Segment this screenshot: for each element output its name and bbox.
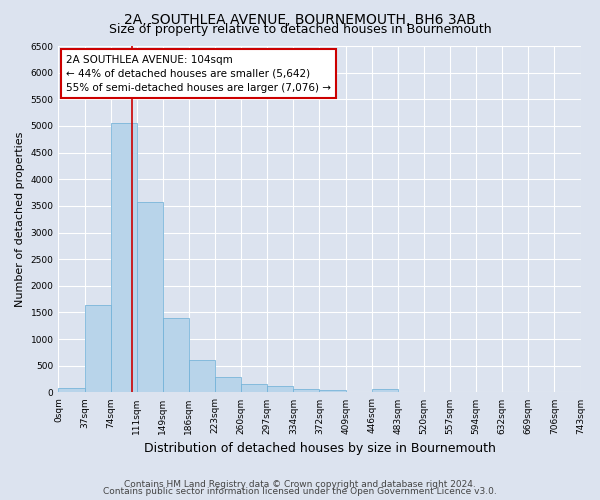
Bar [267,386,293,392]
Bar [58,388,85,392]
Bar [215,377,241,392]
Text: Contains HM Land Registry data © Crown copyright and database right 2024.: Contains HM Land Registry data © Crown c… [124,480,476,489]
Bar [163,318,189,392]
Bar [110,122,137,392]
Bar [293,388,319,392]
Bar [371,389,398,392]
Bar [189,360,215,392]
X-axis label: Distribution of detached houses by size in Bournemouth: Distribution of detached houses by size … [143,442,496,455]
Bar [85,305,110,392]
Bar [319,390,346,392]
Y-axis label: Number of detached properties: Number of detached properties [15,132,25,307]
Text: 2A SOUTHLEA AVENUE: 104sqm
← 44% of detached houses are smaller (5,642)
55% of s: 2A SOUTHLEA AVENUE: 104sqm ← 44% of deta… [66,54,331,92]
Text: Size of property relative to detached houses in Bournemouth: Size of property relative to detached ho… [109,22,491,36]
Text: 2A, SOUTHLEA AVENUE, BOURNEMOUTH, BH6 3AB: 2A, SOUTHLEA AVENUE, BOURNEMOUTH, BH6 3A… [124,12,476,26]
Text: Contains public sector information licensed under the Open Government Licence v3: Contains public sector information licen… [103,487,497,496]
Bar [137,202,163,392]
Bar [241,384,267,392]
